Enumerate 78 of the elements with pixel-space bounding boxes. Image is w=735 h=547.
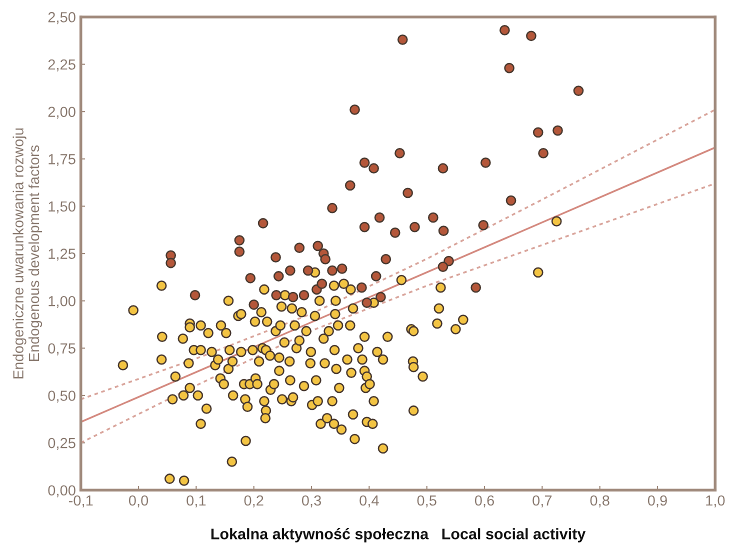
x-tick-label: 0,6: [474, 495, 494, 508]
point: [394, 148, 405, 158]
point: [538, 148, 549, 158]
y-tick-label: 2,00: [48, 106, 76, 119]
x-tick-label: 0,3: [302, 495, 322, 508]
line-series: [80, 108, 716, 400]
y-tick-label: 1,25: [48, 248, 76, 261]
point: [470, 282, 482, 293]
point: [573, 86, 584, 96]
x-tick-label: 0,9: [648, 495, 667, 508]
point: [327, 202, 338, 214]
point: [336, 263, 348, 274]
point: [438, 226, 449, 236]
point: [273, 271, 284, 282]
point: [397, 34, 408, 45]
x-tick-label: 0,5: [417, 495, 436, 508]
point: [410, 222, 420, 232]
point: [438, 262, 448, 272]
point: [316, 278, 328, 290]
point: [376, 292, 386, 302]
point: [526, 30, 536, 42]
point: [294, 242, 305, 254]
x-tick-label: 0,0: [128, 495, 148, 508]
point: [356, 282, 367, 293]
point: [327, 265, 338, 276]
y-tick-label: 2,25: [48, 59, 76, 72]
point: [362, 298, 372, 308]
y-tick-label: 0,50: [48, 390, 76, 403]
x-tick-label: 0,4: [360, 495, 379, 508]
x-tick-label: 0,1: [186, 495, 206, 508]
point: [270, 252, 281, 263]
point: [478, 220, 489, 230]
y-tick-label: 0,25: [48, 438, 76, 450]
x-tick-label: 0,2: [244, 495, 264, 508]
point: [359, 222, 370, 232]
point: [480, 157, 491, 168]
point: [271, 290, 282, 300]
point: [499, 25, 510, 36]
point: [298, 290, 310, 300]
y-tick-label: 1,75: [48, 154, 76, 166]
point: [258, 218, 268, 228]
x-axis-title: Lokalna aktywność społeczna Local social activity: [211, 528, 586, 542]
point: [248, 299, 260, 310]
point: [166, 258, 176, 268]
point: [284, 265, 296, 276]
point: [350, 104, 360, 115]
point: [302, 265, 314, 276]
point: [234, 235, 245, 246]
point: [374, 212, 385, 223]
point: [234, 246, 245, 257]
y-tick-label: 1,00: [48, 296, 76, 308]
x-tick-label: 0,7: [532, 495, 552, 508]
x-tick-label: -0,1: [68, 495, 93, 508]
point: [552, 125, 563, 136]
point: [380, 254, 392, 264]
point: [245, 272, 256, 284]
point: [359, 157, 370, 168]
y-axis-title: Endogeniczne uwarunkowania rozwoju Endogenous development factors: [12, 128, 42, 378]
point: [370, 271, 382, 282]
y-tick-label: 1,50: [48, 201, 76, 214]
x-tick-label: 0,8: [590, 495, 610, 508]
point: [344, 180, 356, 191]
x-tick-label: 1,0: [706, 495, 725, 508]
point: [504, 62, 514, 74]
point: [428, 212, 438, 223]
point: [402, 188, 413, 198]
point: [288, 292, 298, 302]
point: [438, 163, 448, 174]
point: [190, 290, 200, 300]
point: [390, 228, 400, 238]
point: [532, 127, 544, 138]
point: [312, 240, 324, 252]
point: [368, 163, 379, 174]
point: [506, 195, 516, 206]
point: [320, 254, 331, 264]
y-tick-label: 2,50: [48, 12, 76, 24]
y-tick-label: 0,00: [48, 485, 76, 498]
y-tick-label: 0,75: [48, 343, 76, 356]
